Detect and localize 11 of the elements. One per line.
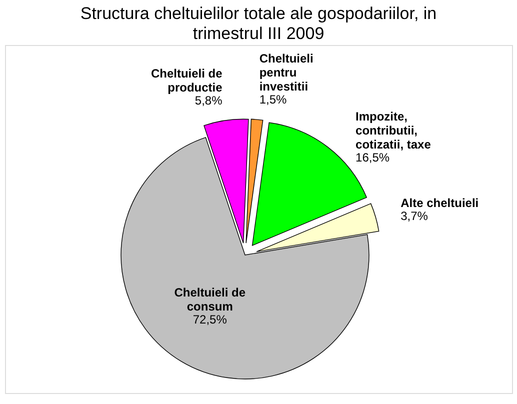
slice-label: Cheltuieli de productie — [150, 66, 223, 95]
data-label: 72,5% — [192, 312, 228, 326]
chart-title: Structura cheltuielilor totale ale gospodariilor, in trimestrul III 2009 — [80, 4, 437, 43]
data-label: 3,7% — [400, 208, 428, 223]
slice-label: Cheltuieli de consum — [174, 285, 246, 314]
data-label: 1,5% — [259, 92, 288, 107]
slice-label: Alte cheltuieli — [400, 196, 479, 210]
data-label: 16,5% — [356, 150, 390, 165]
slice-label: Impozite, contributii, cotizatii, taxe — [356, 110, 432, 152]
data-label: 5,8% — [194, 94, 223, 108]
slice-label: Cheltuieli pentru investitii — [259, 52, 314, 94]
